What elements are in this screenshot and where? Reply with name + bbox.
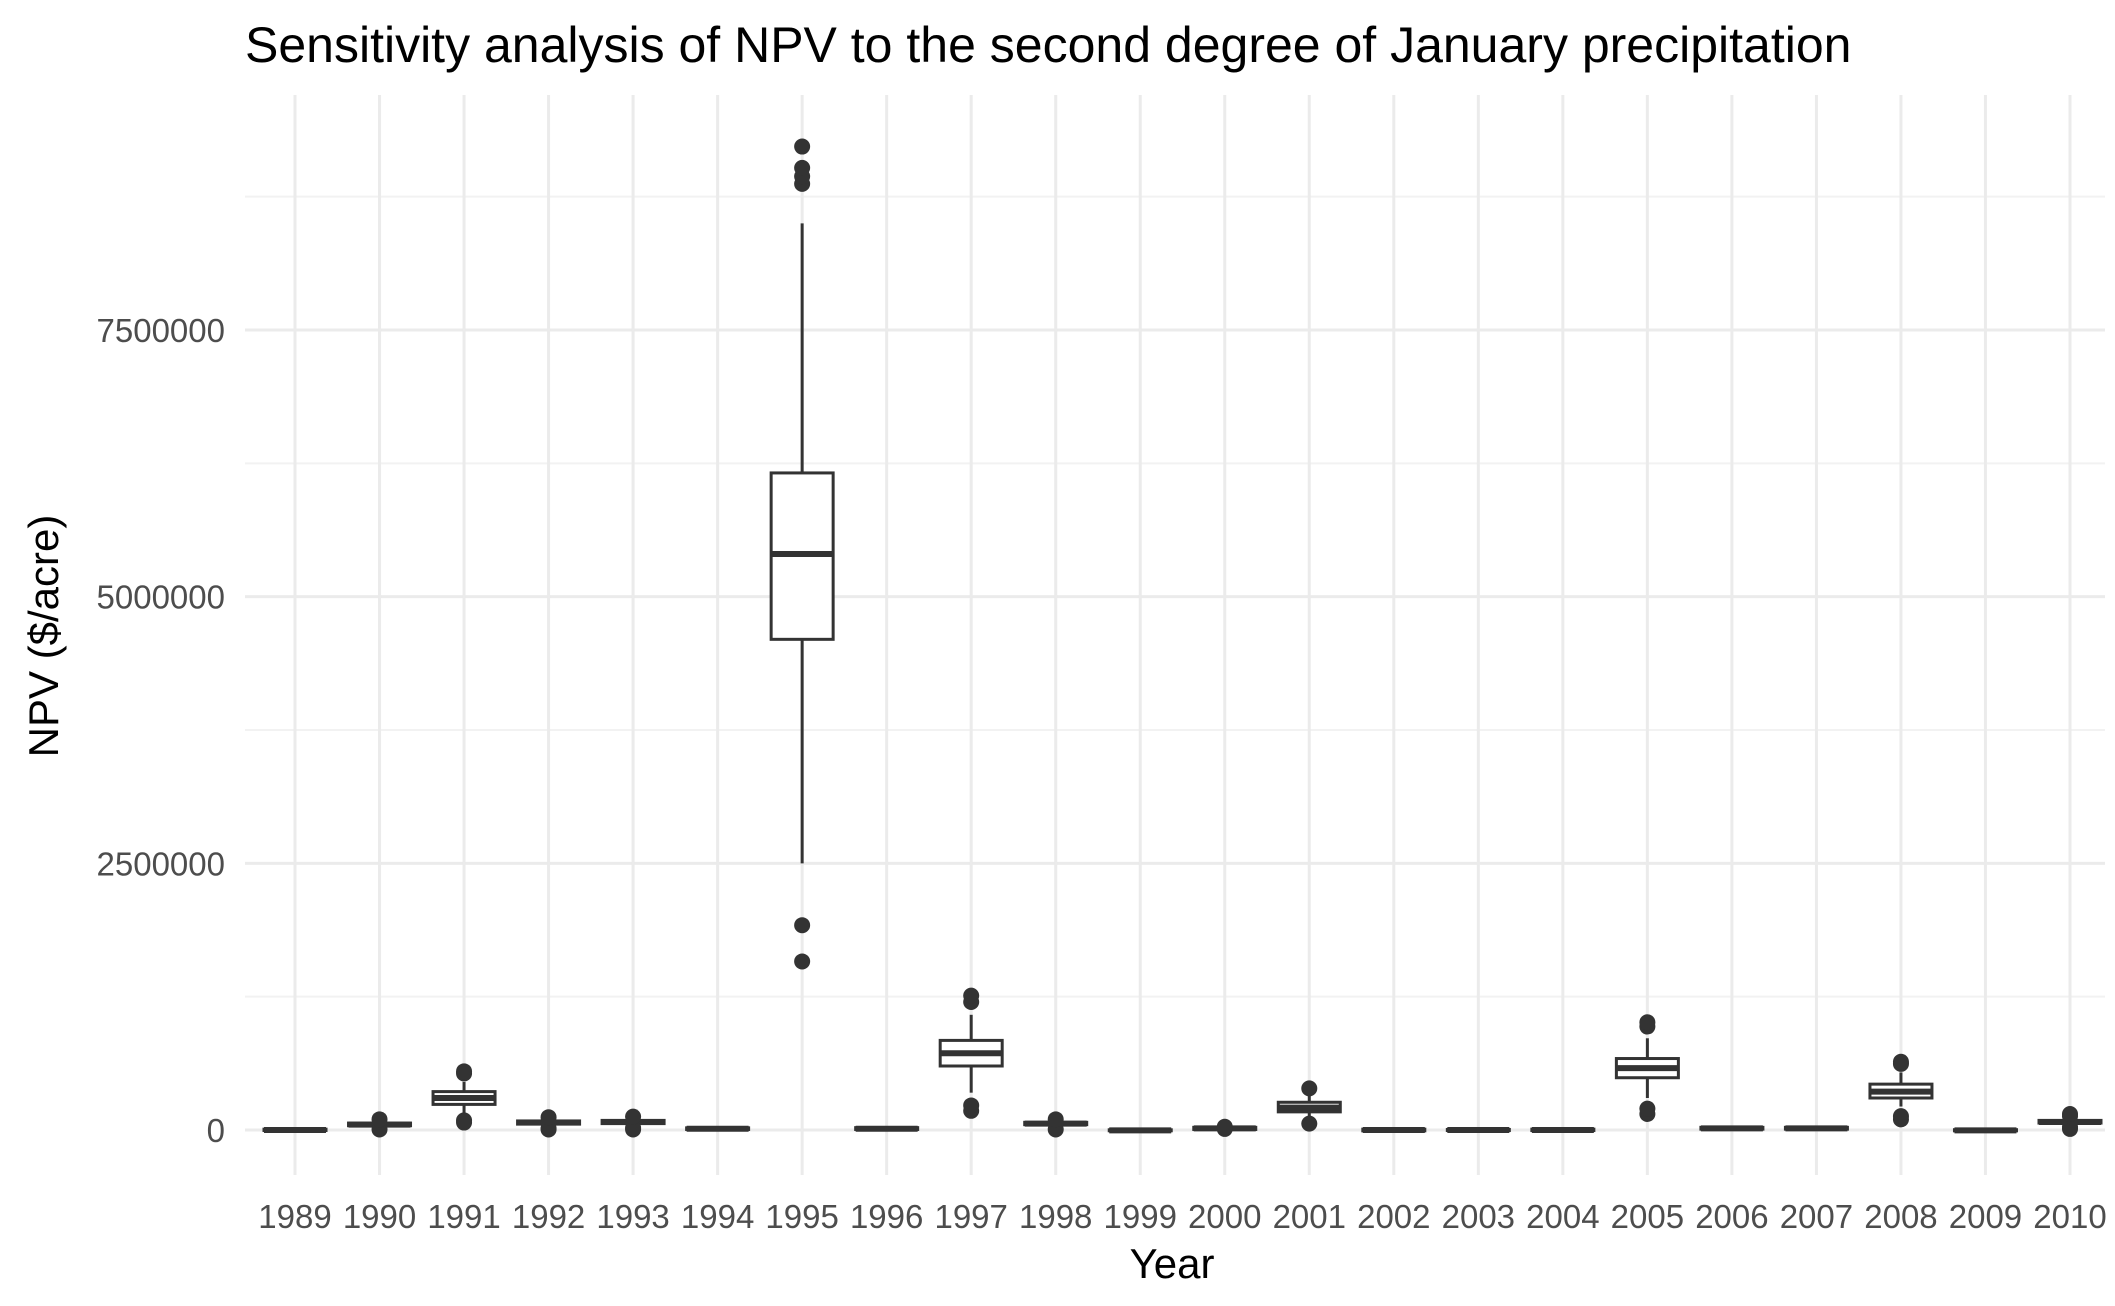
- boxplots: [262, 138, 2103, 1138]
- boxplot-1995: [769, 138, 835, 970]
- outlier-point: [963, 987, 980, 1004]
- outlier-point: [1892, 1108, 1909, 1125]
- outlier-point: [794, 953, 811, 970]
- outlier-point: [540, 1109, 557, 1126]
- boxplot-2007: [1783, 1125, 1849, 1132]
- x-tick-label: 2001: [1273, 1198, 1346, 1235]
- x-tick-label: 2004: [1526, 1198, 1599, 1235]
- x-tick-label: 2006: [1695, 1198, 1768, 1235]
- y-tick-label: 2500000: [97, 845, 225, 882]
- boxplot-2002: [1361, 1127, 1427, 1133]
- boxplot-1998: [1023, 1111, 1089, 1138]
- x-tick-label: 1993: [596, 1198, 669, 1235]
- x-tick-label: 1992: [512, 1198, 585, 1235]
- outlier-point: [1216, 1118, 1233, 1135]
- outlier-point: [963, 1097, 980, 1114]
- outlier-point: [1301, 1080, 1318, 1097]
- boxplot-2006: [1699, 1125, 1765, 1132]
- boxplot-1990: [347, 1111, 413, 1138]
- boxplot-1999: [1107, 1127, 1173, 1134]
- x-tick-label: 1996: [850, 1198, 923, 1235]
- boxplot-2010: [2037, 1106, 2103, 1137]
- x-tick-label: 2009: [1949, 1198, 2022, 1235]
- outlier-point: [1639, 1014, 1656, 1031]
- outlier-point: [794, 917, 811, 934]
- boxplot-1991: [431, 1063, 497, 1131]
- y-tick-label: 5000000: [97, 579, 225, 616]
- outlier-point: [456, 1112, 473, 1129]
- boxplot-1996: [854, 1125, 920, 1132]
- outlier-point: [625, 1108, 642, 1125]
- boxplot-2004: [1530, 1127, 1596, 1133]
- outlier-point: [371, 1111, 388, 1128]
- boxplot-2009: [1952, 1127, 2018, 1134]
- x-tick-label: 2008: [1864, 1198, 1937, 1235]
- boxplot-2000: [1192, 1118, 1258, 1137]
- x-axis-title: Year: [1130, 1240, 1215, 1287]
- x-tick-label: 2003: [1442, 1198, 1515, 1235]
- x-tick-label: 1991: [427, 1198, 500, 1235]
- x-tick-label: 1995: [765, 1198, 838, 1235]
- x-tick-label: 1999: [1104, 1198, 1177, 1235]
- x-tick-label: 1997: [934, 1198, 1007, 1235]
- x-tick-label: 2010: [2033, 1198, 2106, 1235]
- x-tick-label: 1998: [1019, 1198, 1092, 1235]
- x-tick-label: 2007: [1780, 1198, 1853, 1235]
- outlier-point: [625, 1119, 642, 1136]
- x-tick-label: 2002: [1357, 1198, 1430, 1235]
- outlier-point: [794, 159, 811, 176]
- y-tick-label: 7500000: [97, 312, 225, 349]
- boxplot-2001: [1276, 1080, 1342, 1132]
- outlier-point: [1639, 1100, 1656, 1117]
- outlier-point: [2062, 1106, 2078, 1122]
- outlier-point: [1047, 1111, 1064, 1128]
- outlier-point: [1892, 1053, 1909, 1070]
- x-tick-label: 1994: [681, 1198, 754, 1235]
- boxplot-2003: [1445, 1127, 1511, 1133]
- boxplot-2005: [1614, 1014, 1680, 1122]
- x-tick-label: 2005: [1611, 1198, 1684, 1235]
- boxplot-2008: [1868, 1053, 1934, 1128]
- boxplot-1993: [600, 1108, 666, 1138]
- x-tick-label: 1989: [258, 1198, 331, 1235]
- boxplot-1992: [516, 1109, 582, 1138]
- y-axis-title: NPV ($/acre): [20, 515, 67, 758]
- chart-title: Sensitivity analysis of NPV to the secon…: [245, 17, 1851, 73]
- x-tick-label: 1990: [343, 1198, 416, 1235]
- outlier-point: [794, 138, 811, 155]
- boxplot-1989: [262, 1127, 328, 1133]
- outlier-point: [1301, 1115, 1318, 1132]
- boxplot-1997: [938, 987, 1004, 1119]
- y-tick-label: 0: [207, 1112, 225, 1149]
- boxplot-1994: [685, 1125, 751, 1132]
- grid-lines: [245, 95, 2105, 1175]
- outlier-point: [540, 1120, 557, 1137]
- y-axis-tick-labels: 0 2500000 5000000 7500000: [97, 312, 225, 1149]
- outlier-point: [456, 1063, 473, 1080]
- x-tick-label: 2000: [1188, 1198, 1261, 1235]
- x-axis-tick-labels: 1989 1990 1991 1992 1993 1994 1995 1996 1997 1998…: [258, 1198, 2106, 1235]
